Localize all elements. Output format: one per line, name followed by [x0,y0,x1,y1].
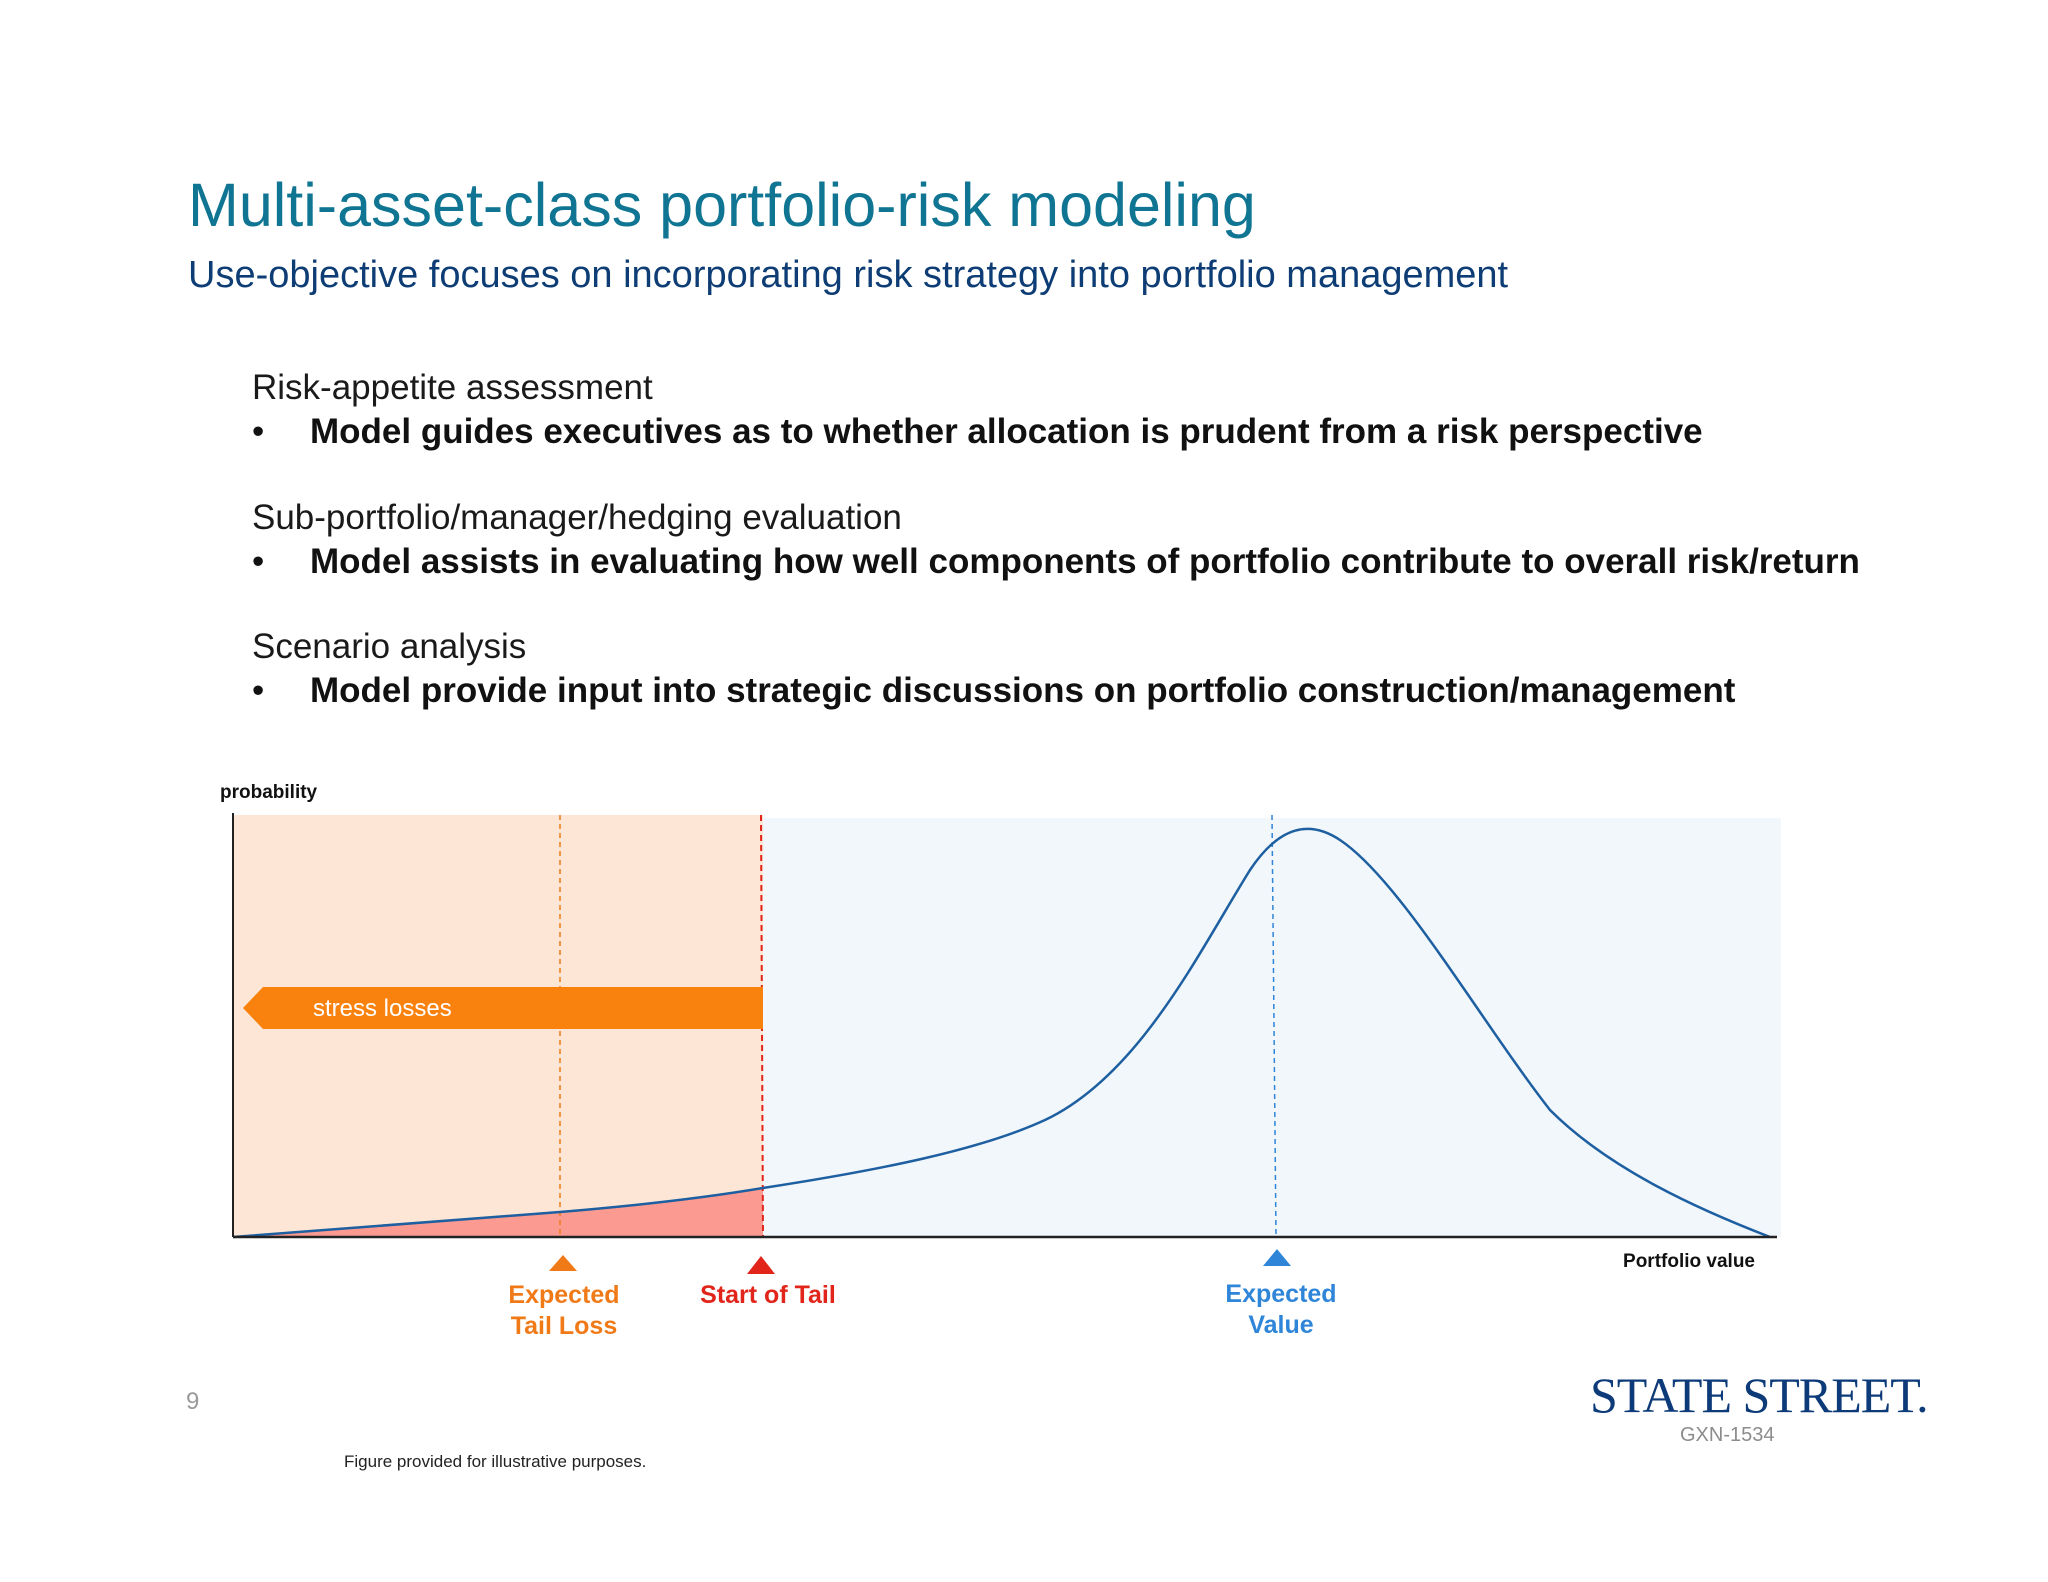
expected-value-label-2: Value [1248,1311,1313,1339]
expected-value-triangle-icon [1263,1249,1291,1266]
section-bullet: • Model assists in evaluating how well co… [252,542,2002,582]
section-heading: Sub-portfolio/manager/hedging evaluation [252,498,902,537]
expected-tail-loss-label-2: Tail Loss [511,1312,618,1340]
bullet-text: Model guides executives as to whether al… [310,412,1703,451]
section-scenario-analysis: Scenario analysis • Model provide input i… [252,627,2002,711]
bullet-glyph: • [252,412,265,451]
document-code: GXN-1534 [1680,1424,1775,1446]
page-subtitle: Use-objective focuses on incorporating r… [188,254,1509,296]
probability-curve [232,827,1771,1239]
expected-value-line [1271,814,1277,1238]
expected-tail-loss-label-1: Expected [508,1281,619,1309]
start-of-tail-triangle-icon [747,1256,775,1274]
section-heading: Scenario analysis [252,627,527,666]
y-axis-label: probability [220,782,318,803]
bullet-text: Model provide input into strategic discu… [310,671,1736,710]
x-axis-label: Portfolio value [1623,1251,1755,1272]
footnote: Figure provided for illustrative purpose… [344,1452,647,1471]
bullet-text: Model assists in evaluating how well com… [310,542,1860,581]
start-of-tail-label: Start of Tail [700,1281,836,1309]
page-title: Multi-asset-class portfolio-risk modelin… [188,171,1256,239]
tail-area-fill [233,1188,763,1237]
section-bullet: • Model guides executives as to whether a… [252,412,2002,452]
bullet-glyph: • [252,671,265,710]
expected-tail-loss-triangle-icon [549,1255,577,1271]
bullet-glyph: • [252,542,265,581]
page-number: 9 [186,1388,200,1415]
state-street-logo: STATE STREET. [1590,1367,1929,1423]
section-bullet: • Model provide input into strategic disc… [252,671,2002,711]
section-risk-appetite: Risk-appetite assessment • Model guides e… [252,368,2002,452]
expected-value-label-1: Expected [1225,1280,1336,1308]
stress-losses-arrow [243,987,763,1029]
stress-losses-label: stress losses [313,995,452,1022]
section-sub-portfolio: Sub-portfolio/manager/hedging evaluation… [252,498,2002,582]
section-heading: Risk-appetite assessment [252,368,653,407]
